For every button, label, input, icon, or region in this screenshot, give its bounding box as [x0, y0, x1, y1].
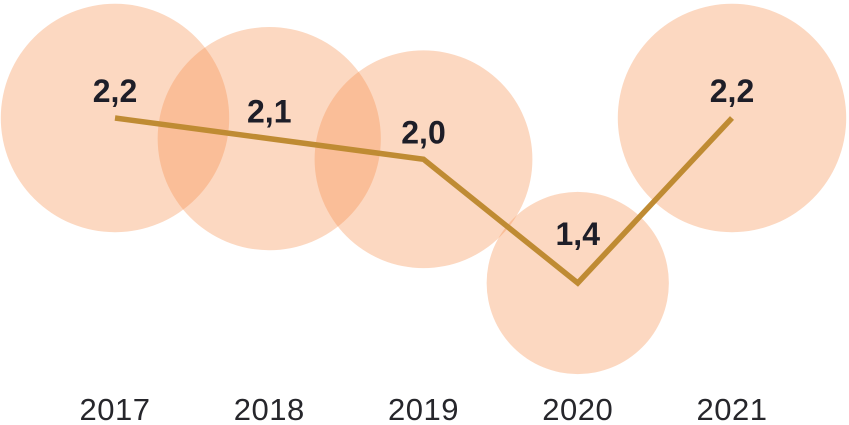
year-label-2018: 2018: [234, 392, 305, 425]
year-label-2017: 2017: [80, 392, 151, 425]
value-label-layer: 2,2 2,1 2,0 1,4 2,2: [93, 73, 754, 252]
bubble-layer: [0, 3, 847, 375]
year-label-2019: 2019: [388, 392, 459, 425]
line-layer: [114, 115, 735, 287]
value-label-2017: 2,2: [93, 73, 137, 109]
value-label-2020: 1,4: [556, 216, 601, 252]
value-label-2019: 2,0: [401, 114, 445, 150]
value-label-2021: 2,2: [710, 73, 754, 109]
trend-line: [114, 115, 735, 287]
year-label-2021: 2021: [697, 392, 768, 425]
value-label-2018: 2,1: [247, 94, 291, 130]
year-label-layer: 2017 2018 2019 2020 2021: [80, 392, 768, 425]
year-label-2020: 2020: [542, 392, 613, 425]
